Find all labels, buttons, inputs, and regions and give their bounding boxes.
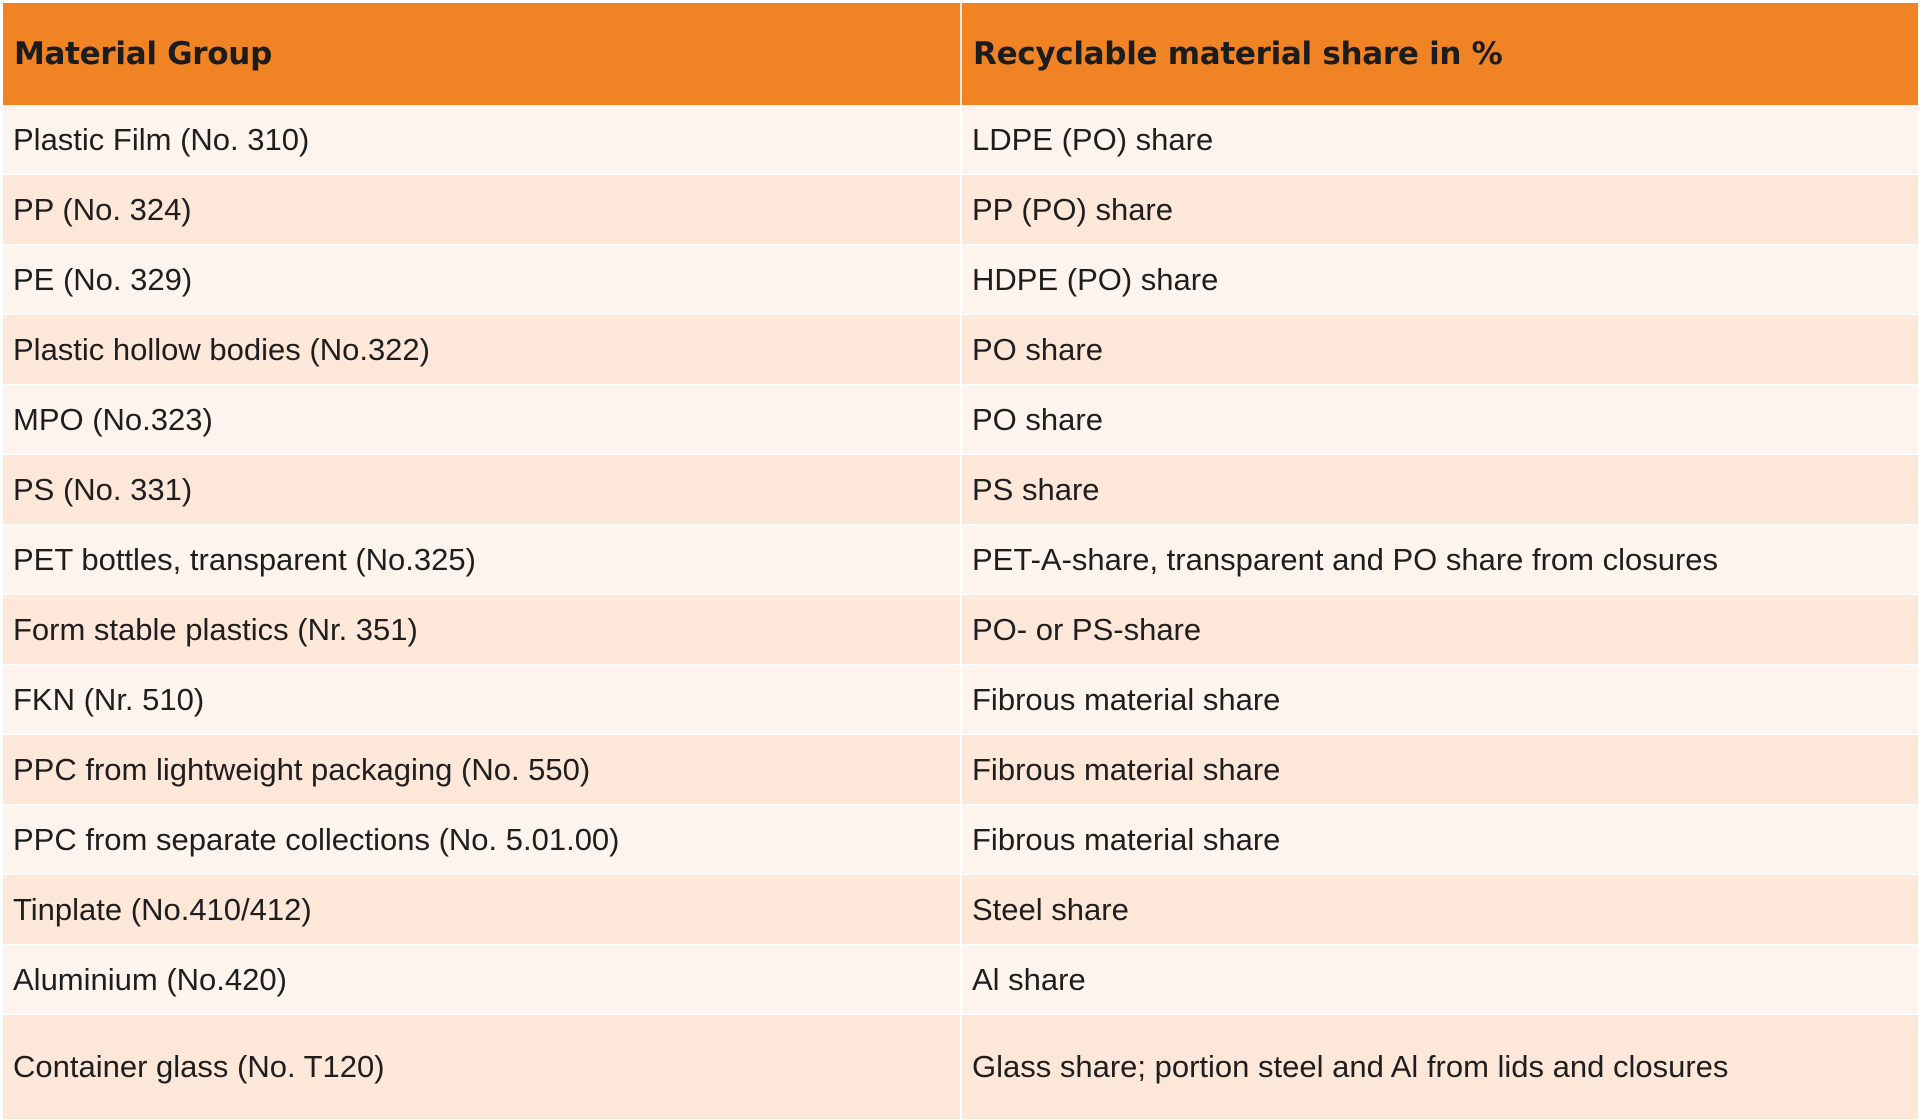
table-row: Aluminium (No.420) Al share <box>3 945 1918 1015</box>
table-row: MPO (No.323) PO share <box>3 385 1918 455</box>
recyclable-share-cell: PO share <box>960 385 1918 455</box>
table-row: Plastic Film (No. 310) LDPE (PO) share <box>3 105 1918 175</box>
material-group-cell: PE (No. 329) <box>3 245 960 315</box>
material-group-cell: PET bottles, transparent (No.325) <box>3 525 960 595</box>
recyclable-share-cell: HDPE (PO) share <box>960 245 1918 315</box>
recyclable-share-cell: PP (PO) share <box>960 175 1918 245</box>
table-row: FKN (Nr. 510) Fibrous material share <box>3 665 1918 735</box>
recyclable-share-cell: PO- or PS-share <box>960 595 1918 665</box>
recyclable-share-cell: Steel share <box>960 875 1918 945</box>
table-row: Form stable plastics (Nr. 351) PO- or PS-… <box>3 595 1918 665</box>
table-row: Container glass (No. T120) Glass share; p… <box>3 1015 1918 1120</box>
recyclable-share-cell: PO share <box>960 315 1918 385</box>
recyclable-share-cell: Fibrous material share <box>960 805 1918 875</box>
material-group-cell: Aluminium (No.420) <box>3 945 960 1015</box>
header-material-group: Material Group <box>3 3 960 105</box>
recyclable-share-cell: PET-A-share, transparent and PO share fr… <box>960 525 1918 595</box>
table-row: Plastic hollow bodies (No.322) PO share <box>3 315 1918 385</box>
material-group-cell: MPO (No.323) <box>3 385 960 455</box>
material-group-cell: PP (No. 324) <box>3 175 960 245</box>
recyclable-share-cell: Al share <box>960 945 1918 1015</box>
recyclable-share-cell: Glass share; portion steel and Al from l… <box>960 1015 1918 1120</box>
table-row: PET bottles, transparent (No.325) PET-A-s… <box>3 525 1918 595</box>
table-row: PPC from lightweight packaging (No. 550)… <box>3 735 1918 805</box>
header-recyclable-share: Recyclable material share in % <box>960 3 1918 105</box>
recyclable-share-cell: LDPE (PO) share <box>960 105 1918 175</box>
recyclable-share-cell: Fibrous material share <box>960 665 1918 735</box>
material-group-cell: Plastic hollow bodies (No.322) <box>3 315 960 385</box>
material-group-cell: Plastic Film (No. 310) <box>3 105 960 175</box>
material-group-cell: Form stable plastics (Nr. 351) <box>3 595 960 665</box>
table-row: PE (No. 329) HDPE (PO) share <box>3 245 1918 315</box>
material-group-cell: PPC from separate collections (No. 5.01.… <box>3 805 960 875</box>
material-group-cell: PPC from lightweight packaging (No. 550) <box>3 735 960 805</box>
material-table: Material Group Recyclable material share… <box>3 3 1918 1120</box>
table-body: Plastic Film (No. 310) LDPE (PO) share PP … <box>3 105 1918 1120</box>
recyclable-share-cell: PS share <box>960 455 1918 525</box>
material-group-cell: Tinplate (No.410/412) <box>3 875 960 945</box>
table-row: PS (No. 331) PS share <box>3 455 1918 525</box>
recyclable-share-cell: Fibrous material share <box>960 735 1918 805</box>
material-group-cell: Container glass (No. T120) <box>3 1015 960 1120</box>
header-row: Material Group Recyclable material share… <box>3 3 1918 105</box>
table-row: Tinplate (No.410/412) Steel share <box>3 875 1918 945</box>
table-row: PP (No. 324) PP (PO) share <box>3 175 1918 245</box>
material-group-cell: PS (No. 331) <box>3 455 960 525</box>
material-group-cell: FKN (Nr. 510) <box>3 665 960 735</box>
table-row: PPC from separate collections (No. 5.01.… <box>3 805 1918 875</box>
